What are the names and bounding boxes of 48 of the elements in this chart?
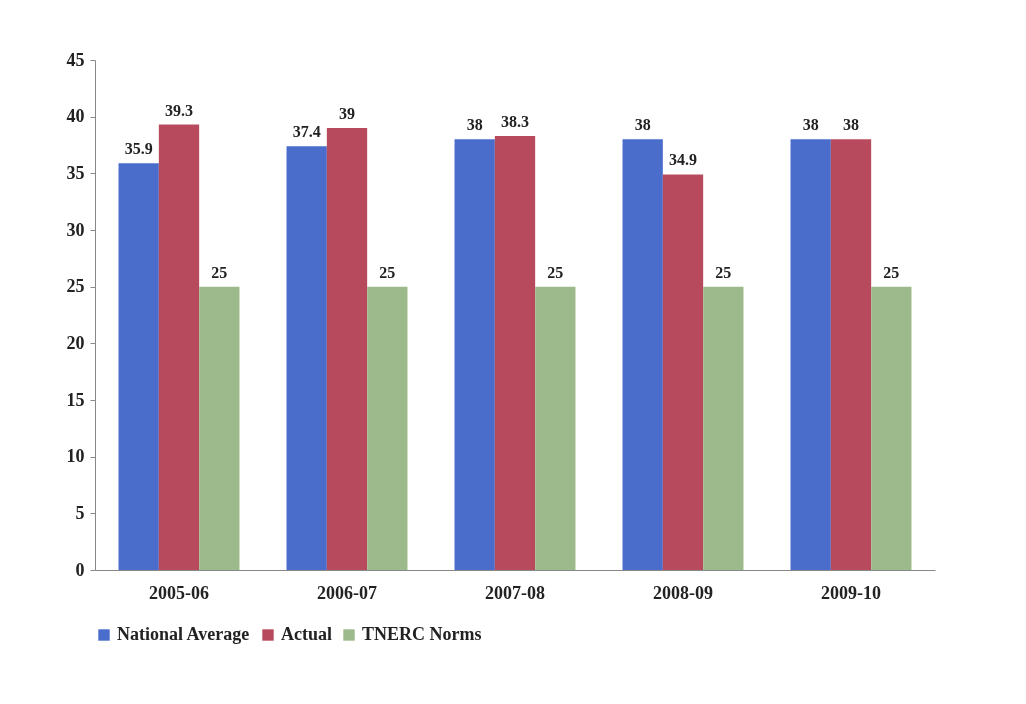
data-label: 38 (843, 116, 859, 134)
data-label: 25 (883, 263, 900, 281)
y-tick-label: 0 (75, 559, 85, 580)
bar (118, 163, 159, 570)
bar (871, 286, 912, 570)
data-label: 38 (802, 116, 819, 134)
y-tick-label: 25 (66, 276, 85, 297)
bar (790, 139, 831, 570)
data-label: 25 (379, 263, 396, 281)
bar (158, 124, 200, 570)
data-label: 35.9 (124, 140, 153, 158)
bar (662, 174, 704, 570)
y-tick-label: 45 (66, 49, 85, 70)
y-tick-label: 20 (66, 332, 85, 353)
x-tick-label: 2009-10 (821, 582, 881, 603)
data-label: 37.4 (292, 123, 321, 141)
y-tick-label: 35 (66, 162, 85, 183)
data-label: 25 (211, 263, 228, 281)
y-tick-label: 10 (66, 446, 85, 467)
y-tick-label: 5 (75, 502, 85, 523)
x-tick-label: 2005-06 (149, 582, 209, 603)
data-label: 39 (339, 105, 355, 122)
legend-label: Actual (281, 624, 332, 644)
data-label: 38 (634, 116, 651, 134)
bar (622, 139, 663, 570)
x-tick-label: 2008-09 (653, 582, 713, 603)
bar (494, 135, 536, 570)
bar (535, 286, 576, 570)
y-tick-label: 15 (66, 389, 85, 410)
data-label: 25 (547, 263, 564, 281)
bar (703, 286, 744, 570)
legend-label: National Average (117, 624, 250, 644)
bar (199, 286, 240, 570)
data-label: 38.3 (501, 112, 529, 130)
legend-label: TNERC Norms (362, 624, 482, 644)
x-tick-label: 2006-07 (317, 582, 377, 603)
data-label: 39.3 (165, 101, 193, 119)
y-tick-label: 30 (66, 219, 85, 240)
y-tick-label: 40 (66, 106, 85, 127)
data-label: 25 (715, 263, 732, 281)
bar (454, 139, 495, 570)
data-label: 38 (466, 116, 483, 134)
bar (830, 139, 872, 570)
bar (367, 286, 408, 570)
bar (286, 146, 327, 570)
x-tick-label: 2007-08 (485, 582, 545, 603)
bar (326, 128, 368, 570)
data-label: 34.9 (669, 151, 697, 169)
